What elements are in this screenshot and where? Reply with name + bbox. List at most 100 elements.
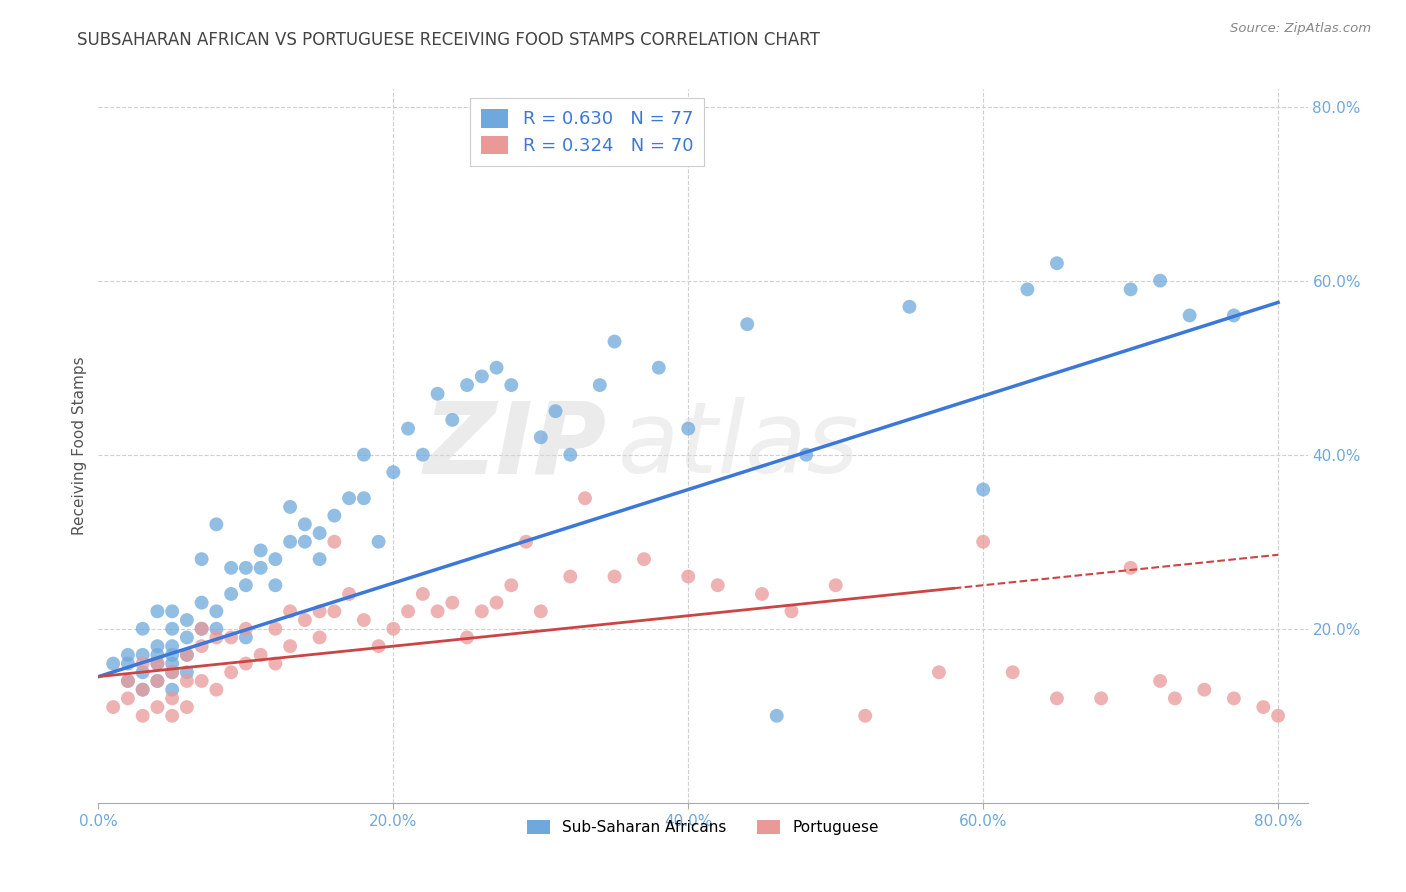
Point xyxy=(603,569,626,583)
Point xyxy=(1090,691,1112,706)
Point xyxy=(146,673,169,688)
Point xyxy=(146,648,169,662)
Point xyxy=(249,543,271,558)
Point xyxy=(1164,691,1187,706)
Point xyxy=(396,604,419,618)
Point xyxy=(131,682,153,697)
Point xyxy=(323,604,346,618)
Point xyxy=(308,552,330,566)
Point xyxy=(249,648,271,662)
Point xyxy=(131,665,153,680)
Point xyxy=(353,491,375,506)
Point xyxy=(146,639,169,653)
Point xyxy=(323,534,346,549)
Point xyxy=(117,673,139,688)
Point xyxy=(426,604,449,618)
Point xyxy=(264,552,287,566)
Point xyxy=(190,622,212,636)
Point xyxy=(1001,665,1024,680)
Point xyxy=(1017,282,1039,296)
Point xyxy=(780,604,803,618)
Point xyxy=(160,648,183,662)
Point xyxy=(160,604,183,618)
Point xyxy=(235,561,257,575)
Point xyxy=(633,552,655,566)
Point xyxy=(589,378,612,392)
Point xyxy=(501,378,523,392)
Point xyxy=(353,448,375,462)
Point xyxy=(751,587,773,601)
Point xyxy=(972,534,994,549)
Point xyxy=(176,648,198,662)
Text: Source: ZipAtlas.com: Source: ZipAtlas.com xyxy=(1230,22,1371,36)
Point xyxy=(1046,256,1069,270)
Point xyxy=(264,578,287,592)
Point xyxy=(131,622,153,636)
Point xyxy=(308,604,330,618)
Point xyxy=(530,430,553,444)
Point xyxy=(278,534,301,549)
Point xyxy=(294,534,316,549)
Point xyxy=(441,413,464,427)
Point xyxy=(278,500,301,514)
Point xyxy=(678,421,700,435)
Point xyxy=(190,552,212,566)
Point xyxy=(456,378,478,392)
Point xyxy=(219,631,242,645)
Point xyxy=(131,657,153,671)
Point xyxy=(278,604,301,618)
Point xyxy=(160,622,183,636)
Point xyxy=(1194,682,1216,697)
Point xyxy=(160,657,183,671)
Point xyxy=(190,673,212,688)
Text: ZIP: ZIP xyxy=(423,398,606,494)
Point xyxy=(235,657,257,671)
Point xyxy=(794,448,817,462)
Point xyxy=(146,700,169,714)
Point xyxy=(101,700,124,714)
Point xyxy=(560,569,582,583)
Point xyxy=(485,360,508,375)
Point xyxy=(219,561,242,575)
Point xyxy=(117,673,139,688)
Point xyxy=(972,483,994,497)
Point xyxy=(176,673,198,688)
Point xyxy=(294,613,316,627)
Point xyxy=(1223,309,1246,323)
Point xyxy=(441,596,464,610)
Point xyxy=(1178,309,1201,323)
Point xyxy=(648,360,671,375)
Point xyxy=(235,622,257,636)
Point xyxy=(824,578,846,592)
Point xyxy=(412,587,434,601)
Point xyxy=(603,334,626,349)
Point xyxy=(235,578,257,592)
Point xyxy=(294,517,316,532)
Y-axis label: Receiving Food Stamps: Receiving Food Stamps xyxy=(72,357,87,535)
Point xyxy=(235,631,257,645)
Point xyxy=(337,491,360,506)
Point xyxy=(160,691,183,706)
Point xyxy=(928,665,950,680)
Point xyxy=(160,708,183,723)
Point xyxy=(1149,673,1171,688)
Point xyxy=(574,491,596,506)
Point xyxy=(278,639,301,653)
Point xyxy=(560,448,582,462)
Point xyxy=(176,631,198,645)
Text: atlas: atlas xyxy=(619,398,860,494)
Point xyxy=(190,622,212,636)
Point xyxy=(471,369,494,384)
Point xyxy=(264,622,287,636)
Point xyxy=(160,682,183,697)
Point xyxy=(176,613,198,627)
Point xyxy=(471,604,494,618)
Point xyxy=(264,657,287,671)
Point xyxy=(426,386,449,401)
Point xyxy=(249,561,271,575)
Point xyxy=(735,317,758,331)
Point xyxy=(160,639,183,653)
Point xyxy=(219,587,242,601)
Point xyxy=(205,604,228,618)
Legend: Sub-Saharan Africans, Portuguese: Sub-Saharan Africans, Portuguese xyxy=(522,814,884,841)
